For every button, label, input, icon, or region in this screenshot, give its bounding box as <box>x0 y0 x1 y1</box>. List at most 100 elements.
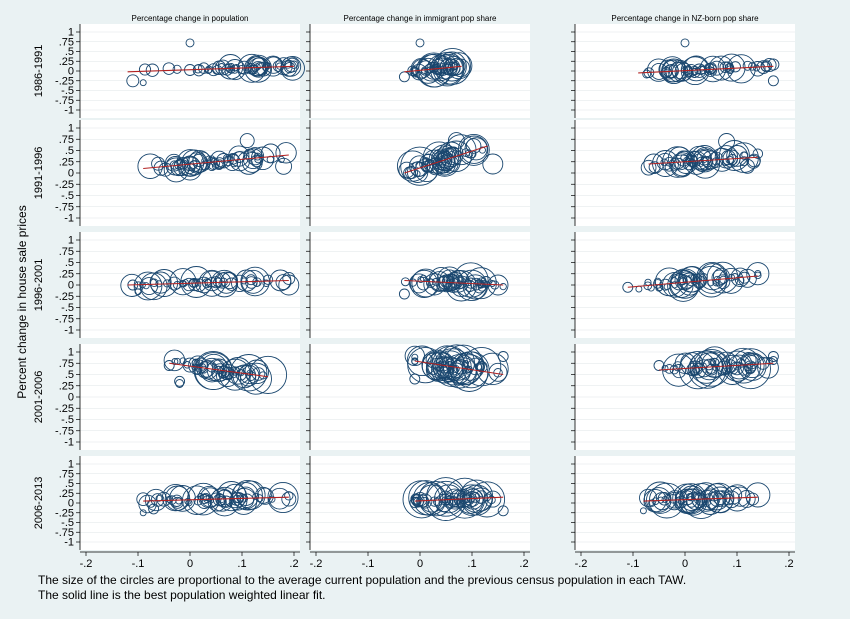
data-point <box>673 157 685 169</box>
data-point <box>444 55 465 77</box>
data-point <box>712 267 730 285</box>
data-point <box>240 362 272 395</box>
data-point <box>163 157 189 183</box>
column-title: Percentage change in population <box>132 14 249 23</box>
data-point <box>275 157 293 175</box>
y-tick-label: .75 <box>59 246 74 258</box>
y-tick-label: 0 <box>68 498 74 510</box>
data-point <box>441 62 449 70</box>
data-point <box>767 75 779 87</box>
y-tick-label: -.5 <box>61 302 74 314</box>
data-point <box>433 348 472 387</box>
data-point <box>716 492 724 500</box>
data-point <box>239 493 254 508</box>
fit-line <box>404 145 488 174</box>
data-point <box>661 146 694 178</box>
data-point <box>151 156 166 171</box>
data-point <box>222 153 232 163</box>
data-point <box>174 375 186 387</box>
x-tick-label: -.1 <box>132 558 145 570</box>
data-point <box>445 492 454 501</box>
data-point <box>207 492 227 512</box>
markers-r3-c0 <box>163 349 288 395</box>
data-point <box>717 354 748 385</box>
data-point <box>280 59 298 77</box>
data-point <box>450 354 489 392</box>
caption-line-2: The solid line is the best population we… <box>38 588 326 602</box>
data-point <box>689 365 701 376</box>
y-tick-label: 1 <box>68 347 74 359</box>
data-point <box>211 162 220 170</box>
data-point <box>712 363 721 372</box>
data-point <box>753 64 760 72</box>
data-point <box>746 262 770 286</box>
data-point <box>482 153 504 175</box>
y-tick-label: -.75 <box>55 95 74 107</box>
x-tick-label: .1 <box>732 558 741 570</box>
data-point <box>411 268 441 298</box>
data-point <box>416 52 452 88</box>
x-tick-label: .1 <box>237 558 246 570</box>
data-point <box>685 150 703 168</box>
x-tick-label: .2 <box>784 558 793 570</box>
y-tick-label: -1 <box>64 325 74 337</box>
y-tick-label: -.5 <box>61 190 74 202</box>
data-point <box>665 491 684 511</box>
fit-line <box>404 279 504 286</box>
data-point <box>175 379 185 388</box>
x-tick-label: .1 <box>467 558 476 570</box>
data-point <box>133 271 163 301</box>
data-point <box>463 280 476 292</box>
y-tick-label: .5 <box>65 145 74 157</box>
y-tick-label: -1 <box>64 213 74 225</box>
data-point <box>227 66 236 74</box>
data-point <box>690 67 699 76</box>
data-point <box>185 38 195 48</box>
y-tick-label: 1 <box>68 235 74 247</box>
data-point <box>227 152 239 165</box>
y-tick-label: -.25 <box>55 75 74 87</box>
data-point <box>767 351 779 362</box>
data-point <box>246 369 254 377</box>
data-point <box>210 269 239 298</box>
fit-line <box>169 362 269 378</box>
data-point <box>646 58 671 82</box>
data-point <box>674 352 697 374</box>
data-point <box>169 268 197 296</box>
markers-r0-c1 <box>398 38 473 88</box>
data-point <box>214 272 231 289</box>
data-point <box>283 60 293 69</box>
data-point <box>182 277 196 292</box>
data-point <box>720 367 728 376</box>
data-point <box>499 282 507 291</box>
data-point <box>738 352 767 381</box>
data-point <box>235 269 258 292</box>
data-point <box>196 361 214 379</box>
fit-line <box>414 360 504 376</box>
data-point <box>163 360 175 371</box>
y-tick-label: .75 <box>59 468 74 480</box>
data-point <box>447 132 465 150</box>
data-point <box>284 491 294 501</box>
data-point <box>639 488 658 507</box>
data-point <box>687 145 712 170</box>
y-tick-label: .75 <box>59 134 74 146</box>
data-point <box>730 267 750 287</box>
y-axis-title: Percent change in house sale prices <box>15 205 29 398</box>
data-point <box>172 64 182 74</box>
data-point <box>431 356 458 384</box>
data-point <box>171 496 184 509</box>
data-point <box>232 364 257 389</box>
data-point <box>653 360 665 371</box>
data-point <box>661 364 669 372</box>
data-point <box>680 352 704 376</box>
data-point <box>427 54 454 82</box>
data-point <box>136 492 151 507</box>
data-point <box>420 67 429 76</box>
data-point <box>438 344 475 381</box>
data-point <box>745 482 771 508</box>
data-point <box>253 152 262 161</box>
data-point <box>722 490 741 509</box>
data-point <box>683 55 710 82</box>
